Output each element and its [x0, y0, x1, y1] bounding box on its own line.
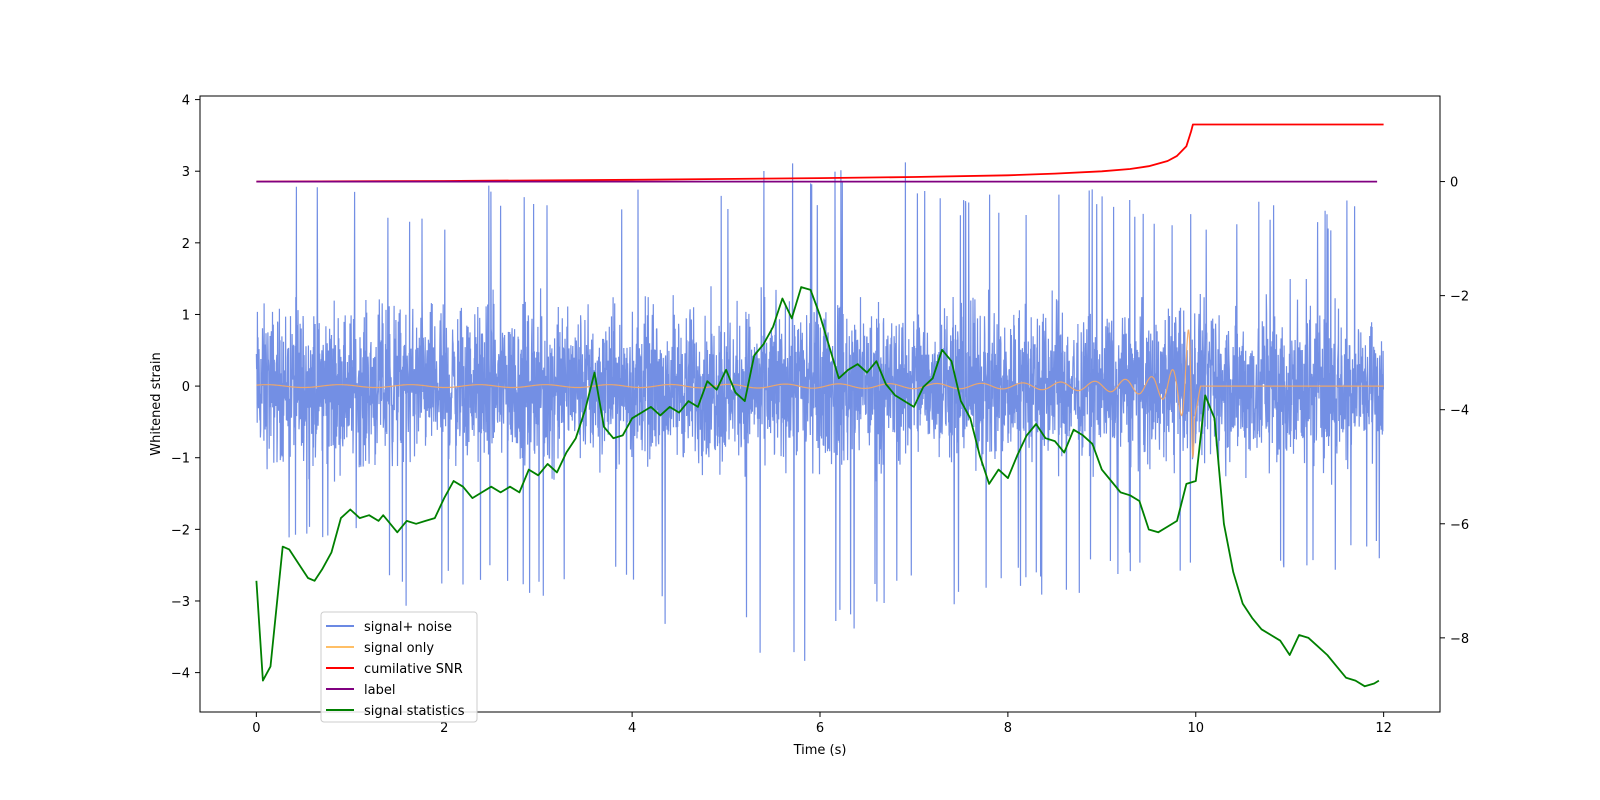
plot-area: [255, 123, 1385, 688]
y-axis-left: −4 −3 −2 −1 0 1 2 3 4: [171, 94, 200, 682]
x-axis-label: Time (s): [793, 743, 847, 758]
legend-label: cumilative SNR: [364, 662, 463, 677]
x-tick-label: 2: [440, 721, 448, 736]
x-tick-label: 4: [628, 721, 636, 736]
y2-tick-label: 0: [1450, 176, 1458, 191]
y2-tick-label: −8: [1450, 632, 1469, 647]
y-tick-label: −1: [171, 452, 190, 467]
y-tick-label: 3: [182, 165, 190, 180]
y2-tick-label: −6: [1450, 518, 1469, 533]
legend-box: [320, 611, 478, 723]
series-signal-only: [256, 329, 1384, 458]
legend: signal+ noise signal only cumilative SNR la…: [320, 611, 478, 723]
x-tick-label: 0: [252, 721, 260, 736]
legend-label: signal statistics: [364, 704, 465, 719]
y-tick-label: 4: [182, 94, 190, 109]
y-axis-right: −8 −6 −4 −2 0: [1440, 176, 1469, 647]
y-tick-label: −3: [171, 595, 190, 610]
y-tick-label: 0: [182, 380, 190, 395]
y-tick-label: −4: [171, 667, 190, 682]
legend-label: signal+ noise: [364, 620, 452, 635]
x-tick-label: 8: [1004, 721, 1012, 736]
legend-label: signal only: [364, 641, 434, 656]
series-signal-statistics: [255, 286, 1380, 688]
x-tick-label: 10: [1187, 721, 1204, 736]
y-tick-label: 1: [182, 308, 190, 323]
x-tick-label: 6: [816, 721, 824, 736]
series-cumulative-snr: [256, 123, 1384, 183]
y-tick-label: −2: [171, 523, 190, 538]
y-tick-label: 2: [182, 237, 190, 252]
y2-tick-label: −4: [1450, 404, 1469, 419]
x-tick-label: 12: [1375, 721, 1392, 736]
legend-label: label: [364, 683, 395, 698]
series-signal-noise: [255, 162, 1385, 661]
y2-tick-label: −2: [1450, 290, 1469, 305]
y-axis-label: Whitened strain: [149, 352, 164, 455]
